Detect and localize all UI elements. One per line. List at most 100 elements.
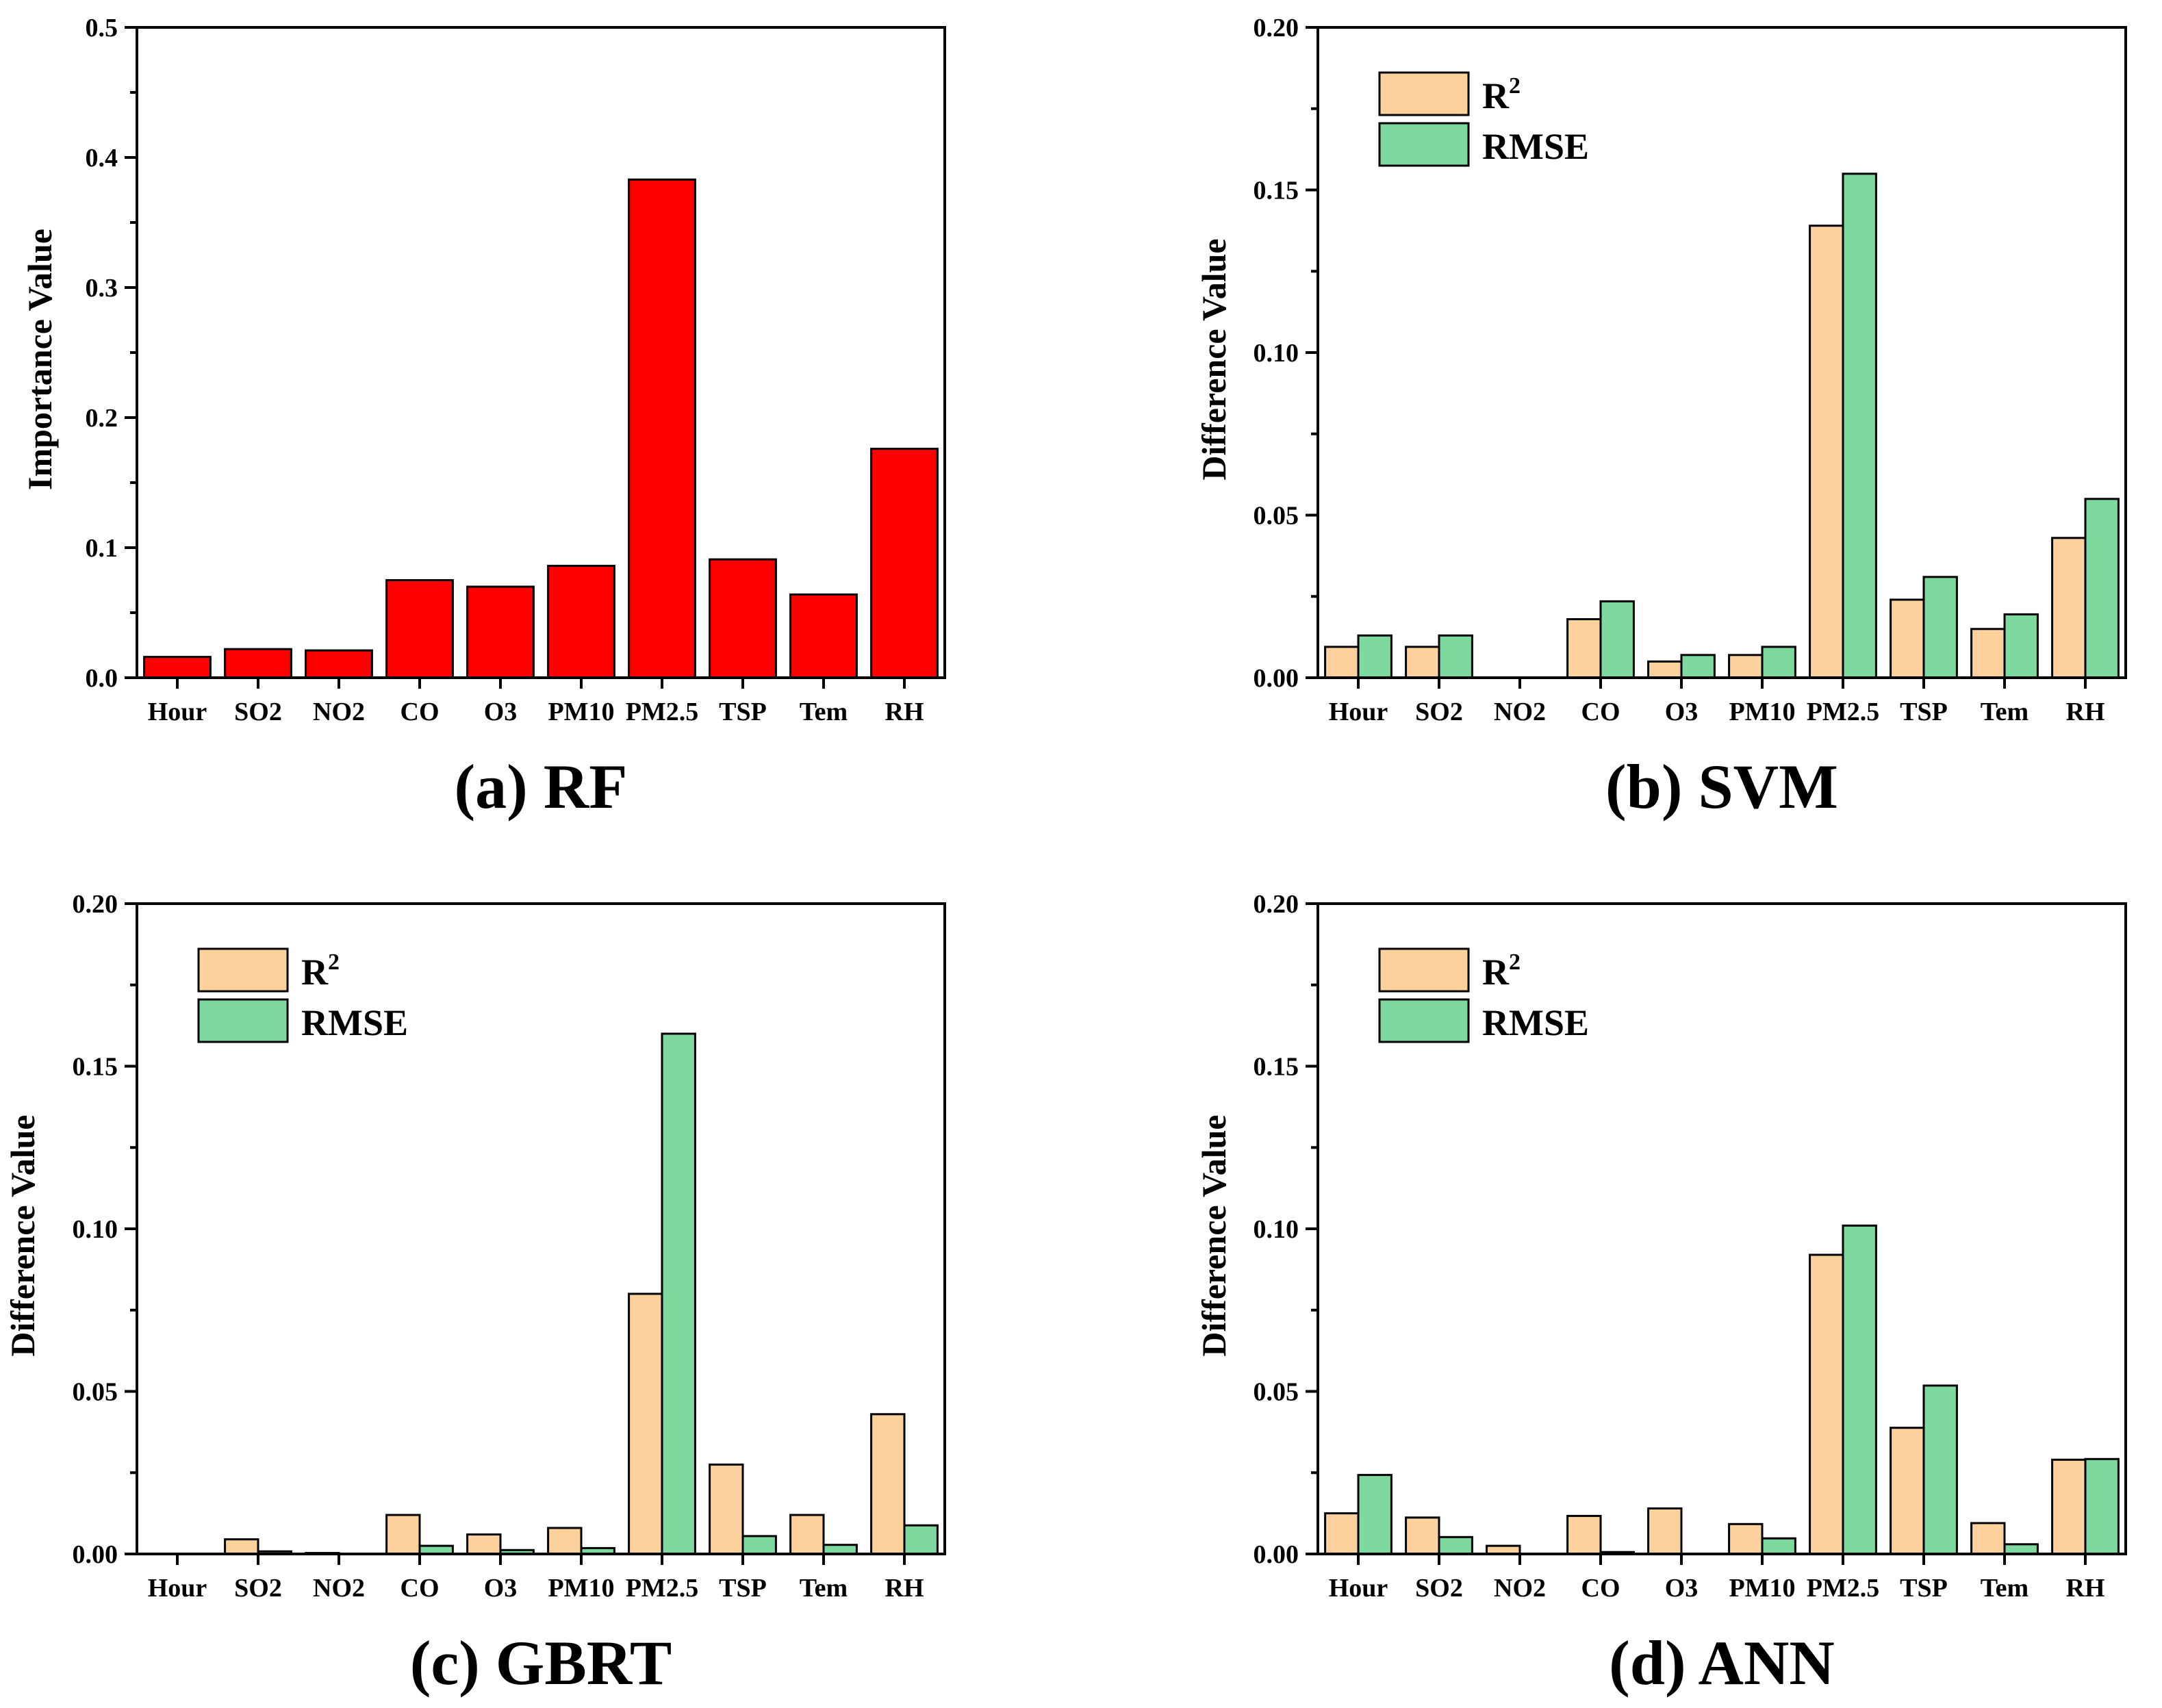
bar-rmse-co bbox=[1599, 600, 1635, 679]
x-tick-label: CO bbox=[400, 1574, 440, 1603]
bar-r2-tsp bbox=[1890, 1427, 1925, 1555]
panel-gbrt: 0.00 0.05 0.10 0.15 0.20 Hour SO2 NO2 CO O3 PM10 PM… bbox=[3, 890, 946, 1698]
legend-r2-base: R bbox=[1482, 75, 1510, 116]
y-axis-title: Difference Value bbox=[1195, 238, 1233, 480]
legend-r2-base: R bbox=[1482, 952, 1510, 993]
bar-r2-rh bbox=[2051, 537, 2087, 679]
bar-r2-co bbox=[385, 1514, 421, 1555]
x-tick-label: PM2.5 bbox=[626, 698, 699, 726]
bar-importance-tem bbox=[789, 593, 858, 679]
panel-caption: (a) RF bbox=[455, 752, 628, 821]
bar-r2-so2 bbox=[1405, 646, 1440, 679]
bar-r2-pm25 bbox=[1809, 1253, 1844, 1555]
bar-rmse-pm25 bbox=[1842, 173, 1877, 679]
x-tick-label: Hour bbox=[1329, 698, 1388, 726]
bar-rmse-rh bbox=[2084, 1457, 2120, 1555]
bar-rmse-pm10 bbox=[1761, 1537, 1796, 1555]
x-tick-label: Tem bbox=[1981, 1574, 2029, 1603]
bar-r2-co bbox=[1566, 1514, 1602, 1555]
bar-rmse-tsp bbox=[1922, 1384, 1958, 1555]
bar-r2-o3 bbox=[1647, 660, 1683, 679]
bar-rmse-tsp bbox=[1922, 576, 1958, 679]
bar-r2-rh bbox=[870, 1413, 906, 1555]
bar-r2-o3 bbox=[466, 1533, 502, 1555]
plot-frame bbox=[136, 26, 946, 679]
panel-caption: (d) ANN bbox=[1609, 1628, 1835, 1698]
legend-swatch-r2 bbox=[1378, 947, 1470, 993]
x-tick-label: RH bbox=[2066, 698, 2105, 726]
bar-rmse-so2 bbox=[1438, 634, 1473, 679]
y-tick-label: 0.05 bbox=[73, 1378, 118, 1407]
y-tick-label: 0.0 bbox=[86, 664, 118, 693]
bar-r2-co bbox=[1566, 618, 1602, 679]
legend-label-r2: R2 bbox=[301, 949, 340, 993]
x-tick-label: Tem bbox=[1981, 698, 2029, 726]
x-tick-label: Tem bbox=[800, 1574, 848, 1603]
bar-rmse-so2 bbox=[1438, 1535, 1473, 1555]
bar-r2-tem bbox=[789, 1514, 825, 1555]
y-tick-label: 0.15 bbox=[1254, 1053, 1299, 1082]
x-tick-label: CO bbox=[400, 698, 440, 726]
bar-r2-hour bbox=[1324, 646, 1360, 679]
y-tick-label: 0.15 bbox=[73, 1053, 118, 1082]
bars bbox=[143, 178, 939, 679]
bars bbox=[1324, 173, 2120, 679]
bar-rmse-tsp bbox=[741, 1535, 777, 1555]
bar-importance-no2 bbox=[305, 649, 373, 679]
legend-swatch-r2 bbox=[197, 947, 289, 993]
bar-r2-hour bbox=[1324, 1512, 1360, 1555]
y-axis-title: Difference Value bbox=[1195, 1114, 1233, 1356]
bar-r2-pm25 bbox=[1809, 225, 1844, 679]
bar-importance-co bbox=[385, 579, 454, 679]
legend-swatch-rmse bbox=[1378, 998, 1470, 1043]
x-tick-label: PM2.5 bbox=[1807, 698, 1880, 726]
legend-r2-superscript: 2 bbox=[328, 949, 340, 975]
bar-importance-pm10 bbox=[547, 565, 615, 679]
bar-rmse-tem bbox=[2003, 613, 2039, 679]
x-tick-label: Hour bbox=[148, 698, 207, 726]
y-tick-label: 0.05 bbox=[1254, 1378, 1299, 1407]
x-tick-label: TSP bbox=[1900, 1574, 1948, 1603]
x-tick-label: CO bbox=[1581, 698, 1620, 726]
bar-r2-pm10 bbox=[1728, 1522, 1764, 1555]
x-tick-label: O3 bbox=[484, 698, 518, 726]
bar-r2-pm25 bbox=[628, 1292, 663, 1555]
x-tick-label: SO2 bbox=[234, 1574, 282, 1603]
x-tick-label: SO2 bbox=[1415, 698, 1463, 726]
x-tick-label: PM10 bbox=[1729, 698, 1795, 726]
x-tick-label: PM10 bbox=[548, 698, 614, 726]
y-tick-label: 0.10 bbox=[1254, 1215, 1299, 1244]
x-tick-label: PM10 bbox=[548, 1574, 614, 1603]
bar-rmse-hour bbox=[1357, 634, 1392, 679]
bar-r2-o3 bbox=[1647, 1507, 1683, 1555]
legend-label-rmse: RMSE bbox=[1482, 126, 1589, 167]
bar-importance-so2 bbox=[224, 648, 292, 679]
x-tick-label: NO2 bbox=[1494, 698, 1546, 726]
x-tick-label: O3 bbox=[1665, 1574, 1699, 1603]
x-tick-label: CO bbox=[1581, 1574, 1620, 1603]
x-tick-label: Hour bbox=[148, 1574, 207, 1603]
y-tick-label: 0.5 bbox=[86, 14, 118, 42]
x-tick-label: RH bbox=[885, 1574, 924, 1603]
y-tick-label: 0.3 bbox=[86, 274, 118, 303]
legend-swatch-r2 bbox=[1378, 71, 1470, 116]
legend-label-r2: R2 bbox=[1482, 949, 1521, 993]
x-tick-label: SO2 bbox=[1415, 1574, 1463, 1603]
y-axis-title: Importance Value bbox=[21, 229, 59, 490]
y-tick-label: 0.2 bbox=[86, 404, 118, 433]
y-tick-label: 0.10 bbox=[73, 1215, 118, 1244]
x-tick-label: PM2.5 bbox=[626, 1574, 699, 1603]
bar-r2-tem bbox=[1970, 1522, 2006, 1555]
bar-r2-pm10 bbox=[1728, 654, 1764, 679]
y-tick-label: 0.4 bbox=[86, 144, 118, 173]
y-tick-label: 0.00 bbox=[73, 1540, 118, 1569]
x-tick-label: Hour bbox=[1329, 1574, 1388, 1603]
y-tick-label: 0.20 bbox=[73, 890, 118, 919]
bar-importance-rh bbox=[870, 448, 939, 679]
x-tick-label: NO2 bbox=[313, 1574, 365, 1603]
y-tick-label: 0.15 bbox=[1254, 177, 1299, 205]
bar-rmse-rh bbox=[2084, 498, 2120, 679]
bar-importance-hour bbox=[143, 656, 212, 679]
x-tick-label: RH bbox=[2066, 1574, 2105, 1603]
